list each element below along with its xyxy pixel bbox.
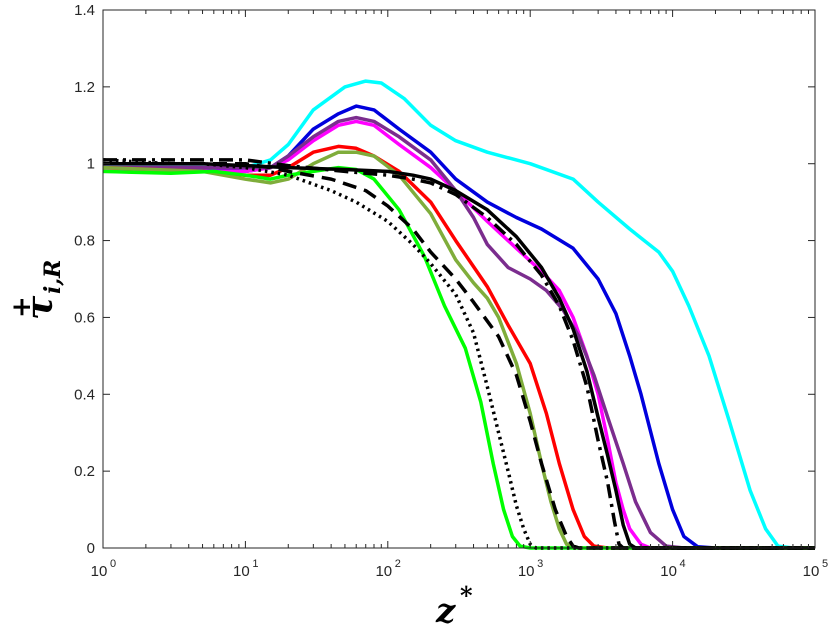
plot-area [103,10,815,548]
series-line-1 [103,79,815,550]
y-tick-label: 0 [87,540,95,557]
x-tick-label: 10 [518,563,535,580]
x-tick-label: 10 [91,563,108,580]
series-layer [102,79,815,550]
y-axis-title-main: τ [19,295,61,320]
x-tick-label: 10 [375,563,392,580]
series-line-9 [103,158,815,550]
y-tick-label: 0.4 [74,386,95,403]
series-line-3 [103,119,815,550]
series-line-4 [103,115,815,550]
y-tick-label: 0.6 [74,309,95,326]
x-tick-label-exp: 0 [110,558,116,570]
x-axis-title: z * [435,581,473,631]
series-line-10 [103,161,815,550]
series-line-5 [102,144,815,550]
x-tick-label-exp: 2 [395,558,401,570]
x-tick-label: 10 [803,563,820,580]
x-axis-title-sup: * [460,581,473,610]
x-tick-label: 10 [660,563,677,580]
y-tick-label: 1 [87,156,95,173]
tick-layer: 00.20.40.60.811.21.410 0 10 1 10 2 10 3 10 4 10 5 [74,2,828,580]
x-tick-label-exp: 4 [680,558,686,570]
y-tick-label: 1.2 [74,79,95,96]
series-line-6 [102,150,815,550]
y-tick-label: 1.4 [74,2,95,19]
y-axis-title-sub: i,R [40,260,66,294]
x-tick-label-exp: 3 [537,558,543,570]
y-axis-title-sup: + [7,296,37,318]
y-tick-label: 0.2 [74,463,95,480]
x-tick-label-exp: 5 [822,558,828,570]
axes-box [102,9,816,549]
y-tick-label: 0.8 [74,233,95,250]
x-tick-label: 10 [233,563,250,580]
x-axis-title-main: z [435,591,456,631]
series-line-7 [102,165,815,550]
series-line-11 [102,158,815,550]
y-axis-title: τ + i,R [7,260,66,320]
x-tick-label-exp: 1 [252,558,258,570]
